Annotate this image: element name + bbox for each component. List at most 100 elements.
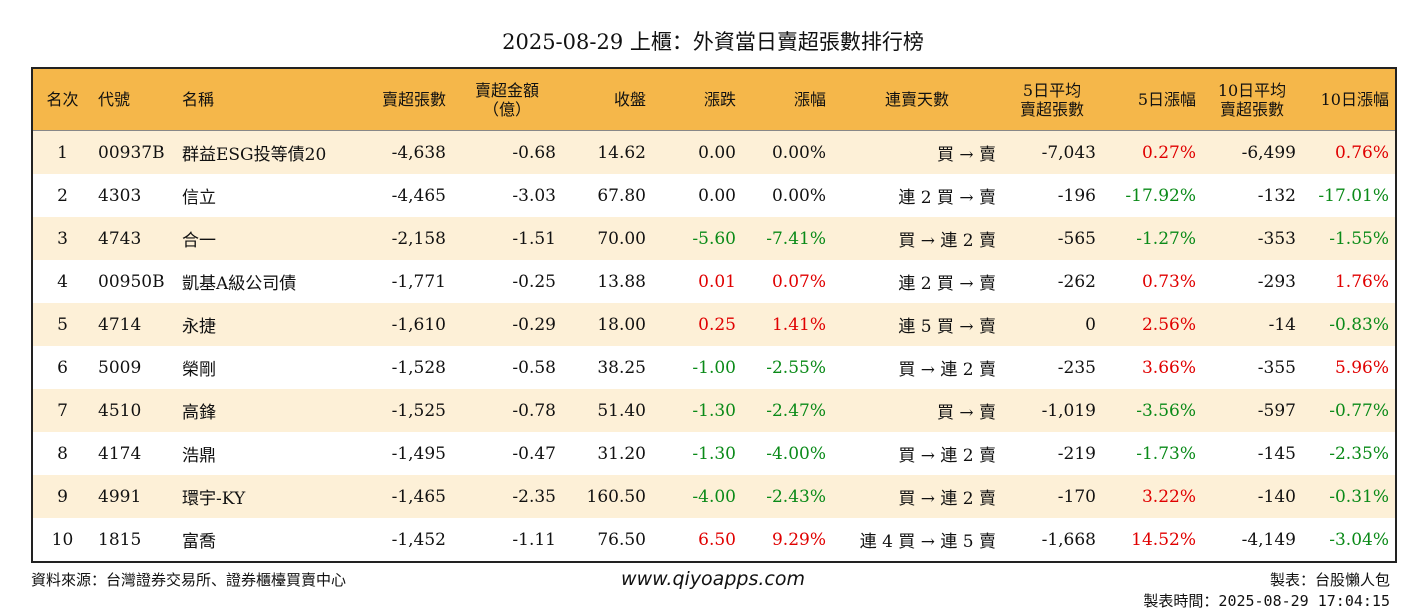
- avg5-cell: -7,043: [1002, 130, 1102, 174]
- avg5-cell: 0: [1002, 303, 1102, 346]
- name-cell: 浩鼎: [176, 432, 356, 475]
- table-row: 2 4303 信立 -4,465 -3.03 67.80 0.00 0.00% 連 2 買 → …: [32, 174, 1396, 217]
- amount-cell: -3.03: [452, 174, 562, 217]
- rank-cell: 3: [32, 217, 92, 260]
- table-row: 5 4714 永捷 -1,610 -0.29 18.00 0.25 1.41% 連 5 買 → …: [32, 303, 1396, 346]
- net-sell-cell: -1,495: [356, 432, 452, 475]
- amount-cell: -0.58: [452, 346, 562, 389]
- code-cell: 4991: [92, 475, 176, 518]
- avg10-cell: -4,149: [1202, 518, 1302, 562]
- pct-cell: -2.55%: [742, 346, 832, 389]
- page-title: 2025-08-29 上櫃：外資當日賣超張數排行榜: [502, 30, 924, 54]
- avg10-cell: -293: [1202, 260, 1302, 303]
- pct-cell: -7.41%: [742, 217, 832, 260]
- close-cell: 70.00: [562, 217, 652, 260]
- header-pct5: 5日漲幅: [1102, 68, 1202, 131]
- header-avg10: 10日平均 賣超張數: [1202, 68, 1302, 131]
- change-cell: 0.01: [652, 260, 742, 303]
- change-cell: -1.30: [652, 432, 742, 475]
- pct-cell: -4.00%: [742, 432, 832, 475]
- streak-cell: 買 → 連 2 賣: [832, 346, 1002, 389]
- close-cell: 18.00: [562, 303, 652, 346]
- amount-cell: -0.29: [452, 303, 562, 346]
- change-cell: 0.00: [652, 130, 742, 174]
- pct5-cell: 3.22%: [1102, 475, 1202, 518]
- pct5-cell: -1.27%: [1102, 217, 1202, 260]
- table-row: 3 4743 合一 -2,158 -1.51 70.00 -5.60 -7.41% 買 → 連 …: [32, 217, 1396, 260]
- pct10-cell: -0.77%: [1302, 389, 1396, 432]
- amount-cell: -0.68: [452, 130, 562, 174]
- pct-cell: -2.47%: [742, 389, 832, 432]
- table-row: 6 5009 榮剛 -1,528 -0.58 38.25 -1.00 -2.55% 買 → 連 …: [32, 346, 1396, 389]
- pct5-cell: 14.52%: [1102, 518, 1202, 562]
- pct-cell: 0.00%: [742, 130, 832, 174]
- name-cell: 合一: [176, 217, 356, 260]
- rank-cell: 10: [32, 518, 92, 562]
- header-pct: 漲幅: [742, 68, 832, 131]
- code-cell: 4303: [92, 174, 176, 217]
- table-row: 10 1815 富喬 -1,452 -1.11 76.50 6.50 9.29% 連 4 買 →…: [32, 518, 1396, 562]
- header-pct10: 10日漲幅: [1302, 68, 1396, 131]
- header-net-sell: 賣超張數: [356, 68, 452, 131]
- site-url[interactable]: www.qiyoapps.com: [621, 568, 805, 590]
- rank-cell: 8: [32, 432, 92, 475]
- avg10-cell: -14: [1202, 303, 1302, 346]
- avg5-cell: -1,019: [1002, 389, 1102, 432]
- net-sell-cell: -4,465: [356, 174, 452, 217]
- pct10-cell: 1.76%: [1302, 260, 1396, 303]
- code-cell: 4510: [92, 389, 176, 432]
- change-cell: 6.50: [652, 518, 742, 562]
- net-sell-cell: -1,452: [356, 518, 452, 562]
- close-cell: 51.40: [562, 389, 652, 432]
- table-header-row: 名次 代號 名稱 賣超張數 賣超金額 （億） 收盤 漲跌 漲幅 連賣天數 5日平均…: [32, 68, 1396, 131]
- pct-cell: 0.00%: [742, 174, 832, 217]
- rank-cell: 6: [32, 346, 92, 389]
- table-row: 9 4991 環宇-KY -1,465 -2.35 160.50 -4.00 -2.43% 買 …: [32, 475, 1396, 518]
- header-close: 收盤: [562, 68, 652, 131]
- close-cell: 31.20: [562, 432, 652, 475]
- streak-cell: 連 2 買 → 賣: [832, 260, 1002, 303]
- ranking-table: 名次 代號 名稱 賣超張數 賣超金額 （億） 收盤 漲跌 漲幅 連賣天數 5日平均…: [31, 67, 1397, 563]
- pct10-cell: -2.35%: [1302, 432, 1396, 475]
- avg5-cell: -235: [1002, 346, 1102, 389]
- pct10-cell: -1.55%: [1302, 217, 1396, 260]
- name-cell: 高鋒: [176, 389, 356, 432]
- avg10-cell: -145: [1202, 432, 1302, 475]
- header-name: 名稱: [176, 68, 356, 131]
- header-change: 漲跌: [652, 68, 742, 131]
- pct10-cell: -0.83%: [1302, 303, 1396, 346]
- change-cell: -1.30: [652, 389, 742, 432]
- avg10-cell: -597: [1202, 389, 1302, 432]
- code-cell: 5009: [92, 346, 176, 389]
- close-cell: 76.50: [562, 518, 652, 562]
- pct-cell: 1.41%: [742, 303, 832, 346]
- pct-cell: 9.29%: [742, 518, 832, 562]
- pct5-cell: 0.27%: [1102, 130, 1202, 174]
- rank-cell: 4: [32, 260, 92, 303]
- streak-cell: 買 → 連 2 賣: [832, 432, 1002, 475]
- rank-cell: 7: [32, 389, 92, 432]
- change-cell: -1.00: [652, 346, 742, 389]
- code-cell: 4743: [92, 217, 176, 260]
- avg5-cell: -219: [1002, 432, 1102, 475]
- rank-cell: 2: [32, 174, 92, 217]
- pct10-cell: -0.31%: [1302, 475, 1396, 518]
- amount-cell: -1.11: [452, 518, 562, 562]
- name-cell: 環宇-KY: [176, 475, 356, 518]
- net-sell-cell: -4,638: [356, 130, 452, 174]
- name-cell: 永捷: [176, 303, 356, 346]
- header-code: 代號: [92, 68, 176, 131]
- amount-cell: -0.25: [452, 260, 562, 303]
- streak-cell: 買 → 連 2 賣: [832, 475, 1002, 518]
- rank-cell: 5: [32, 303, 92, 346]
- pct10-cell: 0.76%: [1302, 130, 1396, 174]
- pct5-cell: 0.73%: [1102, 260, 1202, 303]
- streak-cell: 連 4 買 → 連 5 賣: [832, 518, 1002, 562]
- name-cell: 榮剛: [176, 346, 356, 389]
- avg5-cell: -1,668: [1002, 518, 1102, 562]
- amount-cell: -1.51: [452, 217, 562, 260]
- table-row: 4 00950B 凱基A級公司債 -1,771 -0.25 13.88 0.01 0.07% 連…: [32, 260, 1396, 303]
- close-cell: 38.25: [562, 346, 652, 389]
- amount-cell: -0.78: [452, 389, 562, 432]
- streak-cell: 連 5 買 → 賣: [832, 303, 1002, 346]
